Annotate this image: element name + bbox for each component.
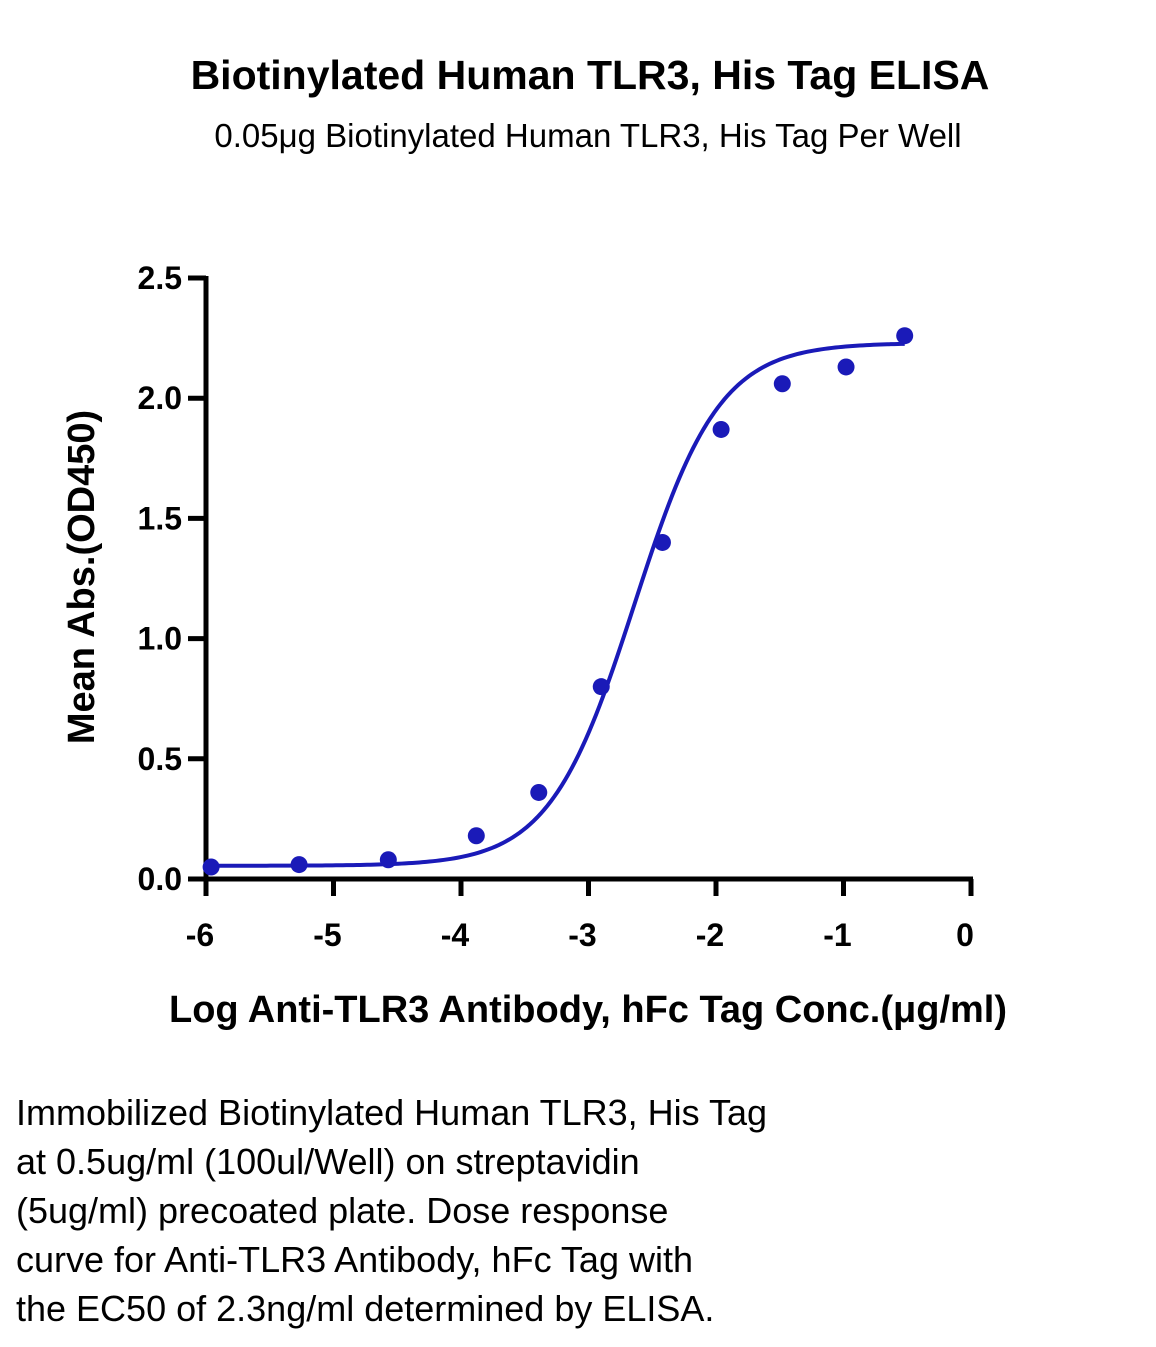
data-point (773, 375, 791, 393)
x-tick-label: -1 (823, 917, 851, 953)
caption-line: the EC50 of 2.3ng/ml determined by ELISA… (16, 1288, 715, 1329)
data-point (379, 851, 397, 869)
data-point (592, 678, 610, 696)
axes: 0.0 0.5 1.0 1.5 2.0 2.5 -6 -5 -4 -3 -2 -1 0 (138, 260, 974, 953)
y-tick-label: 0.0 (138, 861, 182, 897)
data-point (530, 783, 548, 801)
data-point (290, 856, 308, 874)
caption-line: at 0.5ug/ml (100ul/Well) on streptavidin (16, 1141, 640, 1182)
x-axis-title: Log Anti-TLR3 Antibody, hFc Tag Conc.(μg… (169, 989, 1007, 1031)
chart-subtitle: 0.05μg Biotinylated Human TLR3, His Tag … (214, 117, 962, 154)
y-tick-label: 1.0 (138, 621, 182, 657)
chart-title: Biotinylated Human TLR3, His Tag ELISA (190, 52, 990, 98)
y-tick-label: 2.5 (138, 260, 182, 296)
fit-curve (211, 341, 905, 868)
x-tick-label: -6 (186, 917, 214, 953)
data-point (896, 327, 914, 345)
data-point (202, 858, 220, 876)
elisa-dose-response-chart: 0.0 0.5 1.0 1.5 2.0 2.5 -6 -5 -4 -3 -2 -1 0 Log Anti… (61, 260, 1007, 1031)
x-tick-label: -3 (568, 917, 596, 953)
x-tick-label: -4 (441, 917, 470, 953)
figure-caption: Immobilized Biotinylated Human TLR3, His… (16, 1088, 1146, 1333)
y-tick-label: 0.5 (138, 741, 182, 777)
y-tick-label: 1.5 (138, 500, 182, 536)
data-point (467, 827, 485, 845)
fit-curve-layer (211, 341, 905, 868)
data-point (712, 420, 730, 438)
data-point (837, 358, 855, 376)
caption-line: curve for Anti-TLR3 Antibody, hFc Tag wi… (16, 1239, 693, 1280)
data-point (653, 533, 671, 551)
data-points-layer (202, 327, 914, 876)
caption-line: (5ug/ml) precoated plate. Dose response (16, 1190, 669, 1231)
x-tick-label: 0 (956, 917, 974, 953)
x-tick-label: -5 (313, 917, 341, 953)
y-tick-label: 2.0 (138, 380, 182, 416)
x-tick-label: -2 (696, 917, 724, 953)
caption-line: Immobilized Biotinylated Human TLR3, His… (16, 1092, 768, 1133)
y-axis-title: Mean Abs.(OD450) (61, 410, 103, 744)
